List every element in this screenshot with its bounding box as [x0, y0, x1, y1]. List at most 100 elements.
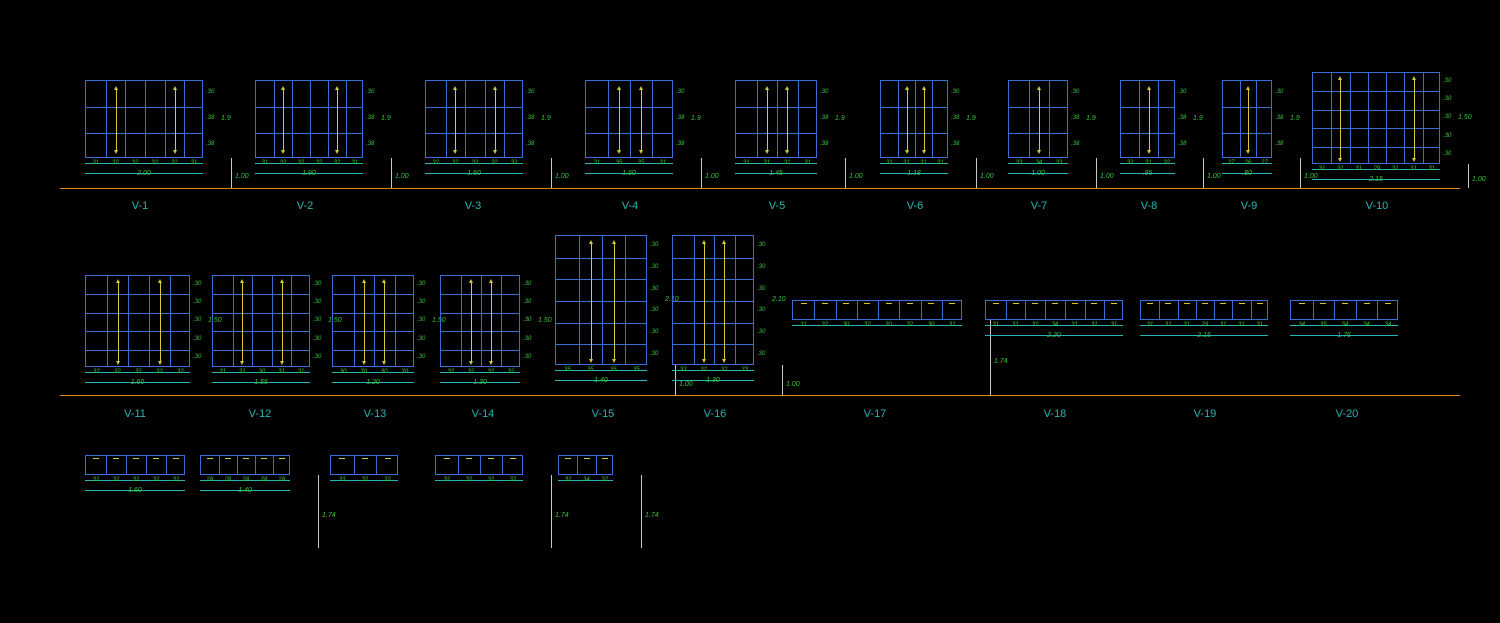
- sill-extension-line: [782, 365, 783, 396]
- opening-arrow: [1414, 79, 1415, 160]
- horizontal-segment-dims: .33.34.33: [1008, 160, 1068, 166]
- window-elevation: .31.35.35.311.60.30.38.381.91.00: [585, 80, 733, 218]
- window-elevation: .31.32.32.32.32.311.90.30.38.381.91.00: [255, 80, 423, 218]
- window-frame: [85, 80, 203, 158]
- window-frame: [1290, 300, 1398, 320]
- opening-arrow: [907, 89, 908, 151]
- window-frame: [1222, 80, 1272, 158]
- opening-arrow: [1248, 89, 1249, 151]
- horizontal-segment-dims: .33.32.32.33: [672, 367, 754, 373]
- window-frame: [1008, 80, 1068, 158]
- opening-arrow: [160, 282, 161, 363]
- total-height-dim: 1.9: [541, 115, 551, 122]
- total-height-dim: 1.9: [966, 115, 976, 122]
- window-frame: [1120, 80, 1175, 158]
- opening-arrow: [118, 282, 119, 363]
- sill-height-dim: 1.00: [1472, 176, 1486, 183]
- horizontal-segment-dims: .31.31.30.31.31: [212, 369, 310, 375]
- sill-extension-line: [1096, 158, 1097, 188]
- window-label: V-8: [1124, 200, 1174, 212]
- sill-height-dim: 1.00: [849, 173, 863, 180]
- opening-arrow: [1149, 89, 1150, 151]
- horizontal-segment-dims: .32.34.32: [558, 477, 613, 483]
- horizontal-segment-dims: .27.26.27: [1222, 160, 1272, 166]
- total-width-dim: 1.60: [585, 170, 673, 177]
- window-label: V-13: [350, 408, 400, 420]
- sill-height-dim: 1.74: [645, 512, 659, 519]
- horizontal-segment-dims: .31.31.31.29.31.31.31: [1312, 166, 1440, 172]
- window-label: V-20: [1322, 408, 1372, 420]
- vertical-segment-dims: .30.38.38: [1071, 80, 1079, 158]
- total-width-dim: .80: [1222, 170, 1272, 177]
- opening-arrow: [455, 89, 456, 151]
- horizontal-segment-dims: .31.32.32.32.32.31: [255, 160, 363, 166]
- total-height-dim: 1.9: [381, 115, 391, 122]
- window-label: V-1: [115, 200, 165, 212]
- horizontal-segment-dims: .31.31.31.31: [880, 160, 948, 166]
- opening-arrow: [767, 89, 768, 151]
- window-frame: [212, 275, 310, 367]
- cad-drawing-canvas: .31.32.32.32.32.312.00.30.38.381.91.00V-…: [0, 0, 1500, 623]
- window-label: V-12: [235, 408, 285, 420]
- vertical-segment-dims: .30.30.30.30.30.30: [757, 235, 765, 365]
- total-width-dim: 1.30: [440, 379, 520, 386]
- total-width-dim: 1.18: [880, 170, 948, 177]
- opening-arrow: [384, 282, 385, 363]
- window-label: V-11: [110, 408, 160, 420]
- vertical-segment-dims: .30.38.38: [206, 80, 214, 158]
- window-elevation: .33.34.331.00.30.38.381.91.00: [1008, 80, 1128, 218]
- opening-arrow: [591, 243, 592, 360]
- vertical-segment-dims: .30.30.30.30.30: [1443, 72, 1451, 164]
- sill-extension-line: [1300, 158, 1301, 188]
- sill-height-dim: 1.00: [235, 173, 249, 180]
- opening-arrow: [364, 282, 365, 363]
- horizontal-segment-dims: .32.31.32: [1120, 160, 1175, 166]
- window-frame: [555, 235, 647, 365]
- window-elevation: .32.34.32 1.74: [558, 455, 673, 535]
- vertical-segment-dims: .30.30.30.30.30: [417, 275, 425, 367]
- window-elevation: .34.35.34.34.34 1.76: [1290, 300, 1458, 380]
- window-frame: [558, 455, 613, 475]
- window-frame: [792, 300, 962, 320]
- opening-arrow: [641, 89, 642, 151]
- window-frame: [332, 275, 414, 367]
- sill-height-dim: 1.00: [786, 381, 800, 388]
- sill-height-dim: 1.00: [1100, 173, 1114, 180]
- window-frame: [440, 275, 520, 367]
- total-height-dim: 1.9: [835, 115, 845, 122]
- window-frame: [1312, 72, 1440, 164]
- sill-extension-line: [551, 475, 552, 548]
- total-height-dim: 1.9: [1193, 115, 1203, 122]
- opening-arrow: [614, 243, 615, 360]
- horizontal-segment-dims: .28.28.28.28.28: [200, 477, 290, 483]
- vertical-segment-dims: .30.30.30.30.30: [523, 275, 531, 367]
- opening-arrow: [337, 89, 338, 151]
- window-elevation: .32.32.32.32.321.60.30.38.381.91.00: [425, 80, 583, 218]
- sill-height-dim: 1.00: [1207, 173, 1221, 180]
- horizontal-segment-dims: .31.31.31.29.31.31.31: [1140, 322, 1268, 328]
- total-width-dim: 2.15: [1312, 176, 1440, 183]
- window-frame: [880, 80, 948, 158]
- sill-extension-line: [1203, 158, 1204, 188]
- total-width-dim: 1.76: [1290, 332, 1398, 339]
- horizontal-segment-dims: .34.35.34.34.34: [1290, 322, 1398, 328]
- opening-arrow: [724, 243, 725, 360]
- window-frame: [585, 80, 673, 158]
- opening-arrow: [116, 89, 117, 151]
- vertical-segment-dims: .30.38.38: [366, 80, 374, 158]
- horizontal-segment-dims: .33.32.32: [330, 477, 398, 483]
- horizontal-segment-dims: .30.30.30.30: [332, 369, 414, 375]
- sill-extension-line: [391, 158, 392, 188]
- total-width-dim: 1.60: [85, 487, 185, 494]
- total-width-dim: 1.90: [255, 170, 363, 177]
- horizontal-segment-dims: .31.31.31.34.31.31.31: [985, 322, 1123, 328]
- opening-arrow: [924, 89, 925, 151]
- window-label: V-5: [752, 200, 802, 212]
- opening-arrow: [1039, 89, 1040, 151]
- total-width-dim: 1.40: [555, 377, 647, 384]
- vertical-segment-dims: .30.38.38: [951, 80, 959, 158]
- total-height-dim: 1.9: [1086, 115, 1096, 122]
- window-elevation: .28.28.28.28.281.401.74: [200, 455, 350, 535]
- total-height-dim: 1.50: [1458, 114, 1472, 121]
- window-label: V-19: [1180, 408, 1230, 420]
